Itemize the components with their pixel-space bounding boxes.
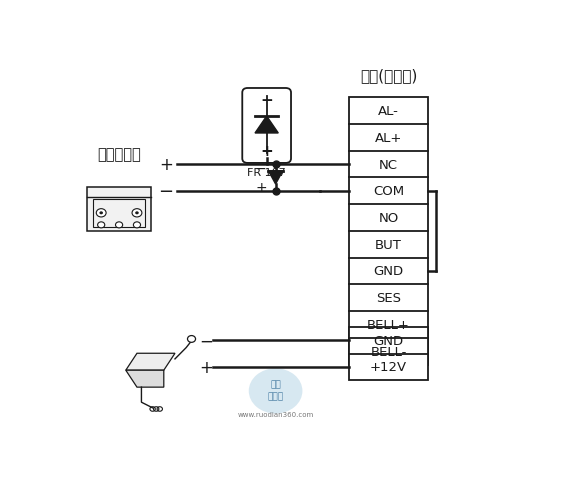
Circle shape <box>115 223 123 228</box>
Circle shape <box>135 212 138 215</box>
Polygon shape <box>255 117 278 134</box>
Text: −: − <box>159 183 174 201</box>
Circle shape <box>133 223 141 228</box>
Circle shape <box>96 209 106 218</box>
Text: AL-: AL- <box>378 105 399 118</box>
Text: +: + <box>255 181 267 195</box>
Polygon shape <box>126 353 175 370</box>
Text: +: + <box>199 358 213 376</box>
Text: SES: SES <box>376 292 401 305</box>
Text: FR 107: FR 107 <box>248 167 286 177</box>
Circle shape <box>98 223 105 228</box>
Text: COM: COM <box>373 185 404 198</box>
FancyBboxPatch shape <box>242 89 291 163</box>
Text: 弱电
智能网: 弱电 智能网 <box>268 380 284 400</box>
Polygon shape <box>126 370 164 387</box>
Text: 通电常闭锁: 通电常闭锁 <box>97 147 141 162</box>
Text: BUT: BUT <box>375 238 402 251</box>
Text: BELL-: BELL- <box>370 345 407 358</box>
Text: −: − <box>255 162 267 176</box>
Circle shape <box>99 212 103 215</box>
Text: GND: GND <box>373 265 403 278</box>
Bar <box>87 188 152 231</box>
Bar <box>93 199 145 227</box>
Text: 主机(门禁机): 主机(门禁机) <box>360 68 417 83</box>
Circle shape <box>188 336 196 343</box>
Text: www.ruodian360.com: www.ruodian360.com <box>238 411 314 417</box>
Bar <box>350 327 428 381</box>
Text: GND: GND <box>373 334 403 347</box>
Text: NC: NC <box>379 158 398 171</box>
Text: NO: NO <box>379 212 399 224</box>
Text: BELL+: BELL+ <box>367 318 410 331</box>
Text: −: − <box>199 331 213 349</box>
Circle shape <box>132 209 142 218</box>
Text: +: + <box>260 143 273 158</box>
Text: +: + <box>159 156 173 174</box>
Text: −: − <box>260 93 273 107</box>
Text: AL+: AL+ <box>375 132 402 144</box>
Bar <box>350 98 428 365</box>
Polygon shape <box>268 171 283 184</box>
Text: +12V: +12V <box>370 361 407 374</box>
Circle shape <box>249 368 302 414</box>
